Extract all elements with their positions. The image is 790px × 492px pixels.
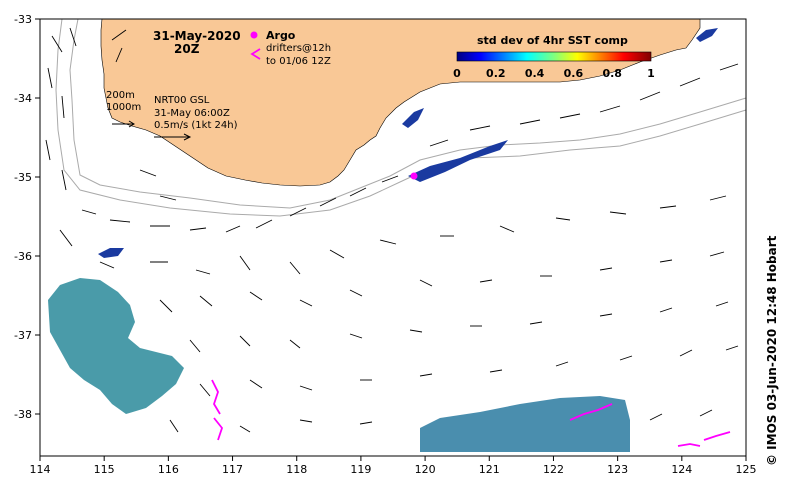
- colorbar-tick-label: 1: [647, 67, 655, 80]
- depth-label-1000: 1000m: [106, 102, 141, 113]
- plot-border: [39, 18, 747, 457]
- isobath-lines: [55, 18, 747, 217]
- sst-patches: [48, 28, 718, 452]
- lat-tick-label: -35: [14, 171, 32, 184]
- lat-tick-label: -33: [14, 13, 32, 26]
- lon-tick-label: 118: [286, 463, 307, 476]
- drifter-track: [211, 379, 221, 415]
- colorbar-tick-label: 0.4: [525, 67, 545, 80]
- credit-text: © IMOS 03-Jun-2020 12:48 Hobart: [765, 235, 779, 466]
- colorbar-tick-label: 0.2: [486, 67, 506, 80]
- drifter-legend-icon: [250, 48, 261, 60]
- product-label: NRT00 GSL: [154, 95, 210, 106]
- lat-tick-label: -38: [14, 408, 32, 421]
- colorbar: [456, 51, 652, 62]
- drifter-track: [677, 443, 701, 447]
- colorbar-tick-label: 0.8: [602, 67, 622, 80]
- lon-tick-label: 114: [30, 463, 51, 476]
- lon-tick-label: 124: [671, 463, 692, 476]
- drifter-track: [569, 403, 613, 421]
- lat-tick-label: -37: [14, 329, 32, 342]
- time-title: 20Z: [174, 42, 200, 56]
- drifter-track: [703, 431, 731, 441]
- lat-tick-label: -36: [14, 250, 32, 263]
- lat-axis: -33 -34 -35 -36 -37 -38: [14, 13, 40, 421]
- lon-tick-label: 122: [543, 463, 564, 476]
- product-time: 31-May 06:00Z: [154, 108, 230, 119]
- drifter-legend-label-2: to 01/06 12Z: [266, 56, 331, 67]
- colorbar-title: std dev of 4hr SST comp: [477, 34, 628, 47]
- scale-arrow: [112, 120, 192, 141]
- lon-tick-label: 125: [736, 463, 757, 476]
- drifter-track: [213, 417, 224, 441]
- lon-tick-label: 121: [479, 463, 500, 476]
- colorbar-tick-label: 0.6: [564, 67, 584, 80]
- argo-float-marker: [410, 172, 418, 180]
- lon-axis: 114 115 116 117 118 119 120 121 122 123 124 125: [30, 456, 757, 476]
- lon-tick-label: 116: [158, 463, 179, 476]
- current-vectors: [45, 27, 739, 433]
- argo-legend-label: Argo: [266, 29, 296, 42]
- lon-tick-label: 119: [350, 463, 371, 476]
- drifter-tracks: [211, 379, 731, 447]
- drifter-legend-label: drifters@12h: [266, 43, 331, 54]
- colorbar-ticks: 0 0.2 0.4 0.6 0.8 1: [453, 67, 655, 80]
- depth-label-200: 200m: [106, 90, 135, 101]
- argo-legend-icon: [250, 31, 258, 39]
- lon-tick-label: 123: [607, 463, 628, 476]
- svg-text:© IMOS 03-Jun-2020 12:48 Hobar: © IMOS 03-Jun-2020 12:48 Hobart: [765, 235, 779, 466]
- date-title: 31-May-2020: [153, 29, 241, 43]
- lon-tick-label: 120: [415, 463, 436, 476]
- lat-tick-label: -34: [14, 92, 32, 105]
- lon-tick-label: 117: [222, 463, 243, 476]
- lon-tick-label: 115: [94, 463, 115, 476]
- scale-label: 0.5m/s (1kt 24h): [154, 120, 238, 131]
- colorbar-tick-label: 0: [453, 67, 461, 80]
